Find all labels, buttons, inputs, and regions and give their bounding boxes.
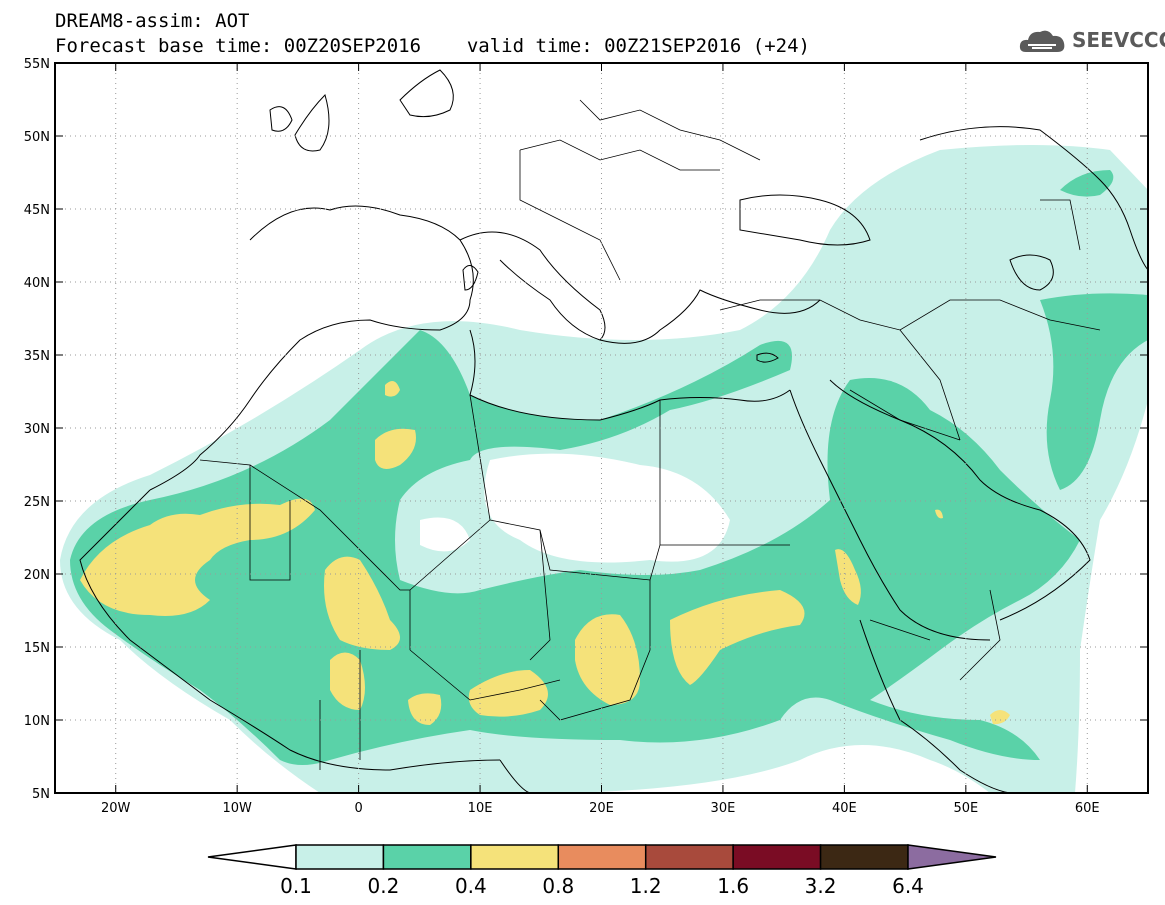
seevccc-logo: SEEVCCC xyxy=(1018,24,1165,56)
colorbar-segment xyxy=(732,844,822,870)
colorbar-label: 3.2 xyxy=(805,874,837,898)
lat-label: 55N xyxy=(24,57,50,72)
colorbar-label: 0.4 xyxy=(455,874,487,898)
cloud-logo-icon xyxy=(1019,30,1065,52)
colorbar-high-triangle xyxy=(907,844,997,870)
colorbar-low-triangle xyxy=(207,844,297,870)
aot-contour-0.2 xyxy=(1060,170,1114,197)
colorbar-segment xyxy=(819,844,909,870)
lon-label: 20E xyxy=(589,801,614,816)
colorbar-segment xyxy=(382,844,472,870)
map-title: DREAM8-assim: AOT xyxy=(55,10,250,32)
aot-contour-0.4 xyxy=(835,549,861,605)
colorbar-label: 0.2 xyxy=(368,874,400,898)
base-time: Forecast base time: 00Z20SEP2016 xyxy=(55,35,422,57)
aot-contour-0.4 xyxy=(330,652,365,710)
lat-label: 35N xyxy=(24,349,50,364)
lat-label: 20N xyxy=(24,568,50,583)
lat-label: 50N xyxy=(24,130,50,145)
latitude-axis: 55N 50N 45N 40N 35N 30N 25N 20N 15N 10N 5N xyxy=(24,57,1148,802)
colorbar-label: 1.6 xyxy=(717,874,749,898)
longitude-axis: 20W 10W 0 10E 20E 30E 40E 50E 60E xyxy=(101,63,1100,816)
aot-contour-0.4 xyxy=(408,693,442,725)
lat-label: 10N xyxy=(24,714,50,729)
colorbar-label: 0.8 xyxy=(542,874,574,898)
lon-label: 50E xyxy=(953,801,978,816)
lon-label: 40E xyxy=(832,801,857,816)
colorbar: 0.1 0.2 0.4 0.8 1.2 1.6 3.2 6.4 xyxy=(207,844,997,898)
colorbar-segment xyxy=(644,844,734,870)
colorbar-label: 1.2 xyxy=(630,874,662,898)
aot-contour-0.4 xyxy=(324,556,400,650)
aot-contour-0.4 xyxy=(375,428,416,469)
aot-contour-0.4 xyxy=(670,590,805,685)
aot-clear-region xyxy=(484,453,730,563)
aot-contour-0.4 xyxy=(575,614,640,705)
aot-contour-0.4 xyxy=(468,670,548,717)
logo-text: SEEVCCC xyxy=(1072,28,1165,52)
aot-contour-0.2 xyxy=(70,330,1080,765)
aot-contour-0.4 xyxy=(990,710,1010,725)
lat-label: 40N xyxy=(24,276,50,291)
valid-time: valid time: 00Z21SEP2016 (+24) xyxy=(466,35,810,57)
aot-clear-region xyxy=(420,517,470,552)
lat-label: 5N xyxy=(32,787,50,802)
lat-label: 15N xyxy=(24,641,50,656)
aot-contour-0.2 xyxy=(1040,293,1148,490)
aot-contour-0.4 xyxy=(385,381,400,397)
colorbar-segment xyxy=(295,844,385,870)
lat-label: 45N xyxy=(24,203,50,218)
lat-label: 25N xyxy=(24,495,50,510)
colorbar-segment xyxy=(470,844,560,870)
colorbar-label: 6.4 xyxy=(892,874,924,898)
colorbar-segment xyxy=(557,844,647,870)
graticule xyxy=(55,63,1148,793)
lon-label: 30E xyxy=(711,801,736,816)
lon-label: 60E xyxy=(1075,801,1100,816)
lon-label: 10E xyxy=(468,801,493,816)
lon-label: 10W xyxy=(222,801,252,816)
lon-label: 20W xyxy=(101,801,131,816)
colorbar-label: 0.1 xyxy=(280,874,312,898)
lat-label: 30N xyxy=(24,422,50,437)
aot-contour-0.4 xyxy=(80,498,315,616)
forecast-times: Forecast base time: 00Z20SEP2016 valid t… xyxy=(55,35,810,57)
aot-contour-0.4 xyxy=(935,509,943,519)
lon-label: 0 xyxy=(354,801,362,816)
aot-field xyxy=(60,145,1148,793)
country-borders xyxy=(199,99,1101,770)
